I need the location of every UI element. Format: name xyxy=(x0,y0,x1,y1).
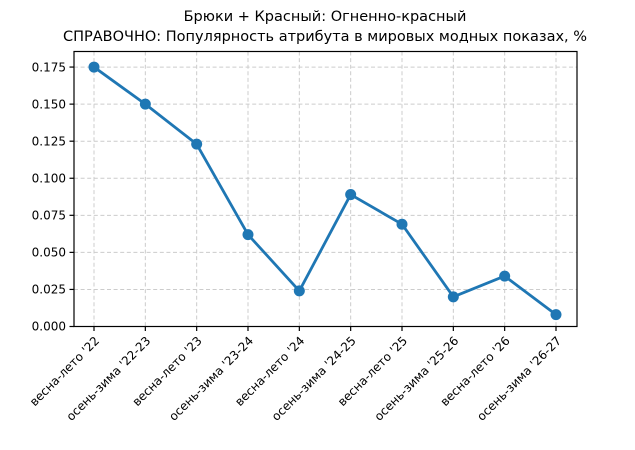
x-tick-label: осень-зима '25-26 xyxy=(372,334,462,424)
y-tick-label: 0.025 xyxy=(32,283,66,297)
data-point-marker xyxy=(293,285,305,297)
y-tick-label: 0.175 xyxy=(32,60,66,74)
x-tick-label: осень-зима '22-23 xyxy=(64,334,154,424)
data-point-marker xyxy=(191,138,203,150)
data-point-marker xyxy=(139,98,151,110)
data-point-marker xyxy=(345,189,357,201)
x-tick-label: осень-зима '24-25 xyxy=(269,334,359,424)
y-tick-label: 0.100 xyxy=(32,171,66,185)
x-tick-label: осень-зима '23-24 xyxy=(166,334,256,424)
chart-title-line1: Брюки + Красный: Огненно-красный xyxy=(183,9,467,25)
y-tick-label: 0.050 xyxy=(32,246,66,260)
data-point-marker xyxy=(396,218,408,230)
y-tick-label: 0.075 xyxy=(32,209,66,223)
y-tick-label: 0.150 xyxy=(32,97,66,111)
x-tick-label: осень-зима '26-27 xyxy=(474,334,564,424)
data-point-marker xyxy=(447,291,459,303)
data-line xyxy=(92,65,558,317)
plot-border xyxy=(73,50,578,328)
y-tick-label: 0.000 xyxy=(32,320,66,334)
data-point-marker xyxy=(242,229,254,241)
data-point-marker xyxy=(550,309,562,321)
y-tick-label: 0.125 xyxy=(32,134,66,148)
chart-title-line2: СПРАВОЧНО: Популярность атрибута в миров… xyxy=(62,29,588,45)
chart-title: Брюки + Красный: Огненно-красный СПРАВОЧ… xyxy=(63,7,587,47)
data-point-marker xyxy=(88,61,100,73)
data-point-marker xyxy=(499,270,511,282)
